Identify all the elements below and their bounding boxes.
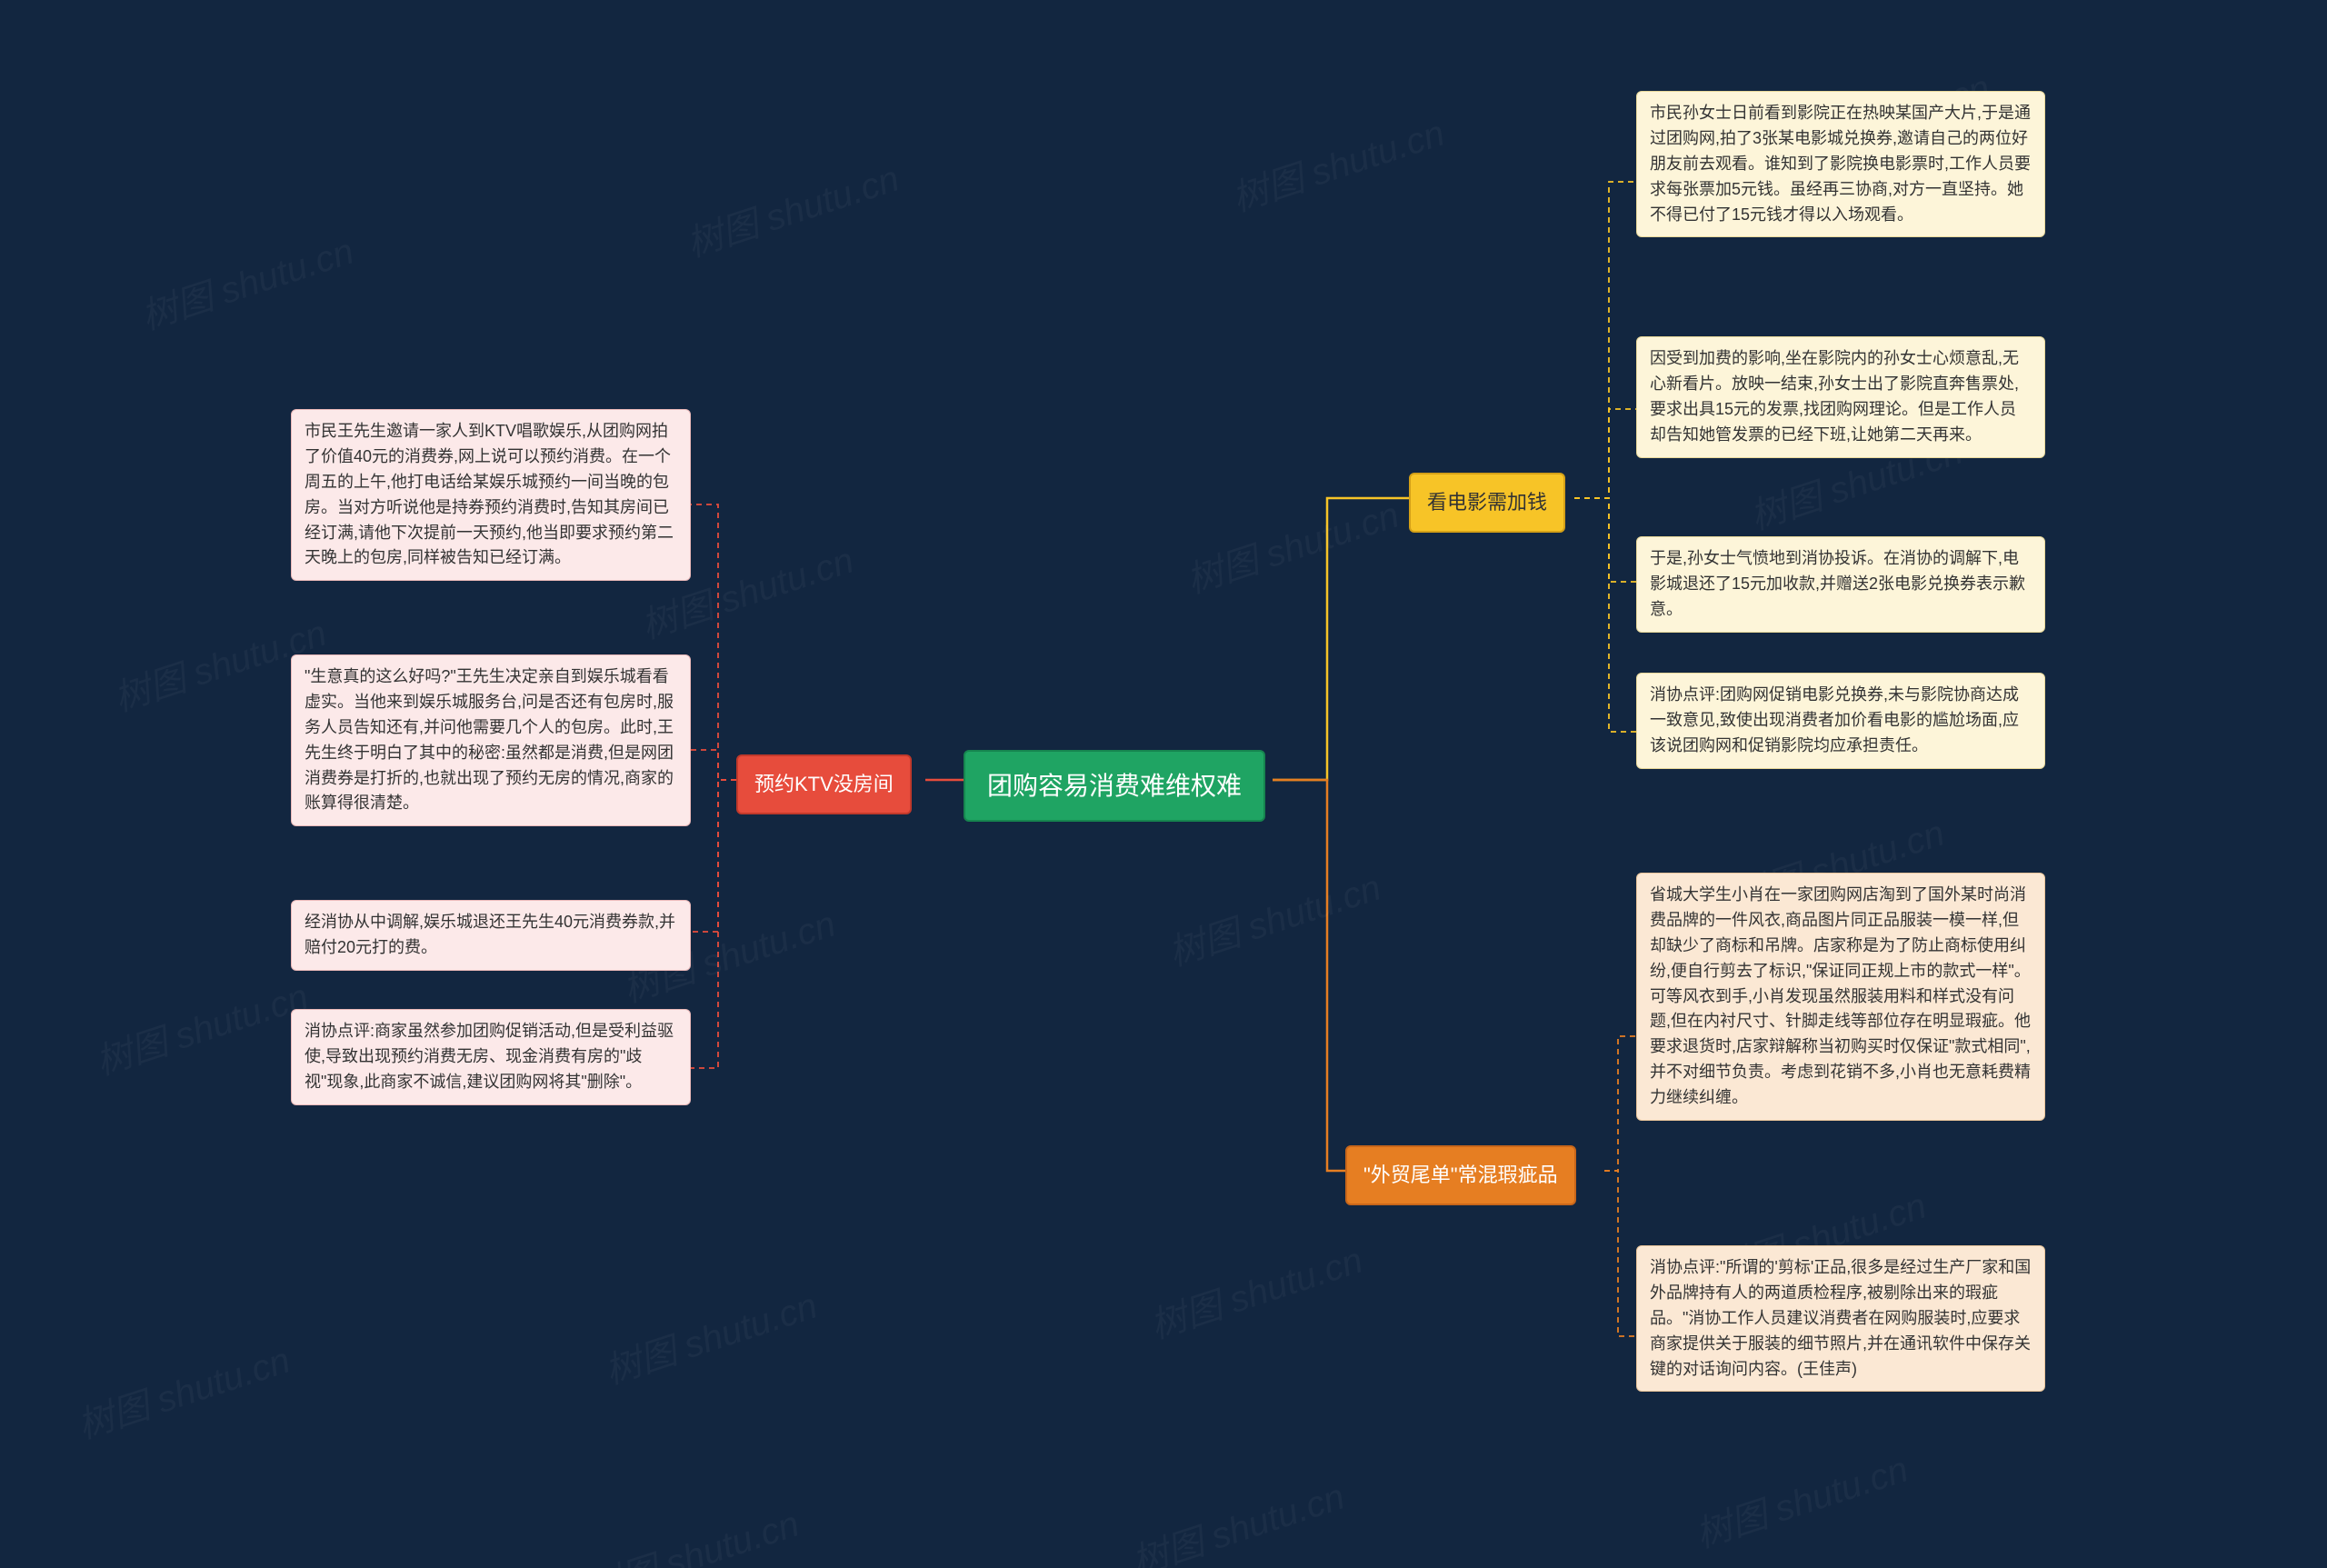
branch-trade[interactable]: "外贸尾单"常混瑕疵品 <box>1345 1145 1576 1205</box>
leaf-ktv-0: 市民王先生邀请一家人到KTV唱歌娱乐,从团购网拍了价值40元的消费券,网上说可以… <box>291 409 691 581</box>
leaf-movie-2: 于是,孙女士气愤地到消协投诉。在消协的调解下,电影城退还了15元加收款,并赠送2… <box>1636 536 2045 633</box>
watermark-text: 树图 shutu.cn <box>1688 1440 1913 1558</box>
watermark-text: 树图 shutu.cn <box>1143 1231 1368 1349</box>
leaf-ktv-1: "生意真的这么好吗?"王先生决定亲自到娱乐城看看虚实。当他来到娱乐城服务台,问是… <box>291 654 691 826</box>
watermark-text: 树图 shutu.cn <box>1224 104 1450 222</box>
leaf-ktv-2: 经消协从中调解,娱乐城退还王先生40元消费券款,并赔付20元打的费。 <box>291 900 691 971</box>
watermark-text: 树图 shutu.cn <box>1124 1467 1350 1568</box>
branch-ktv[interactable]: 预约KTV没房间 <box>736 754 912 814</box>
leaf-movie-0: 市民孙女士日前看到影院正在热映某国产大片,于是通过团购网,拍了3张某电影城兑换券… <box>1636 91 2045 237</box>
watermark-text: 树图 shutu.cn <box>579 1494 804 1568</box>
watermark-text: 树图 shutu.cn <box>1161 858 1386 976</box>
watermark-text: 树图 shutu.cn <box>134 222 359 340</box>
leaf-trade-0: 省城大学生小肖在一家团购网店淘到了国外某时尚消费品牌的一件风衣,商品图片同正品服… <box>1636 873 2045 1121</box>
watermark-text: 树图 shutu.cn <box>88 967 314 1085</box>
branch-movie[interactable]: 看电影需加钱 <box>1409 473 1565 533</box>
watermark-text: 树图 shutu.cn <box>679 149 904 267</box>
leaf-movie-3: 消协点评:团购网促销电影兑换券,未与影院协商达成一致意见,致使出现消费者加价看电… <box>1636 673 2045 769</box>
watermark-text: 树图 shutu.cn <box>1179 485 1404 604</box>
watermark-text: 树图 shutu.cn <box>70 1331 295 1449</box>
leaf-trade-1: 消协点评:"所谓的'剪标'正品,很多是经过生产厂家和国外品牌持有人的两道质检程序… <box>1636 1245 2045 1392</box>
leaf-ktv-3: 消协点评:商家虽然参加团购促销活动,但是受利益驱使,导致出现预约消费无房、现金消… <box>291 1009 691 1105</box>
watermark-text: 树图 shutu.cn <box>597 1276 823 1394</box>
root-node[interactable]: 团购容易消费难维权难 <box>964 750 1265 822</box>
leaf-movie-1: 因受到加费的影响,坐在影院内的孙女士心烦意乱,无心新看片。放映一结束,孙女士出了… <box>1636 336 2045 458</box>
